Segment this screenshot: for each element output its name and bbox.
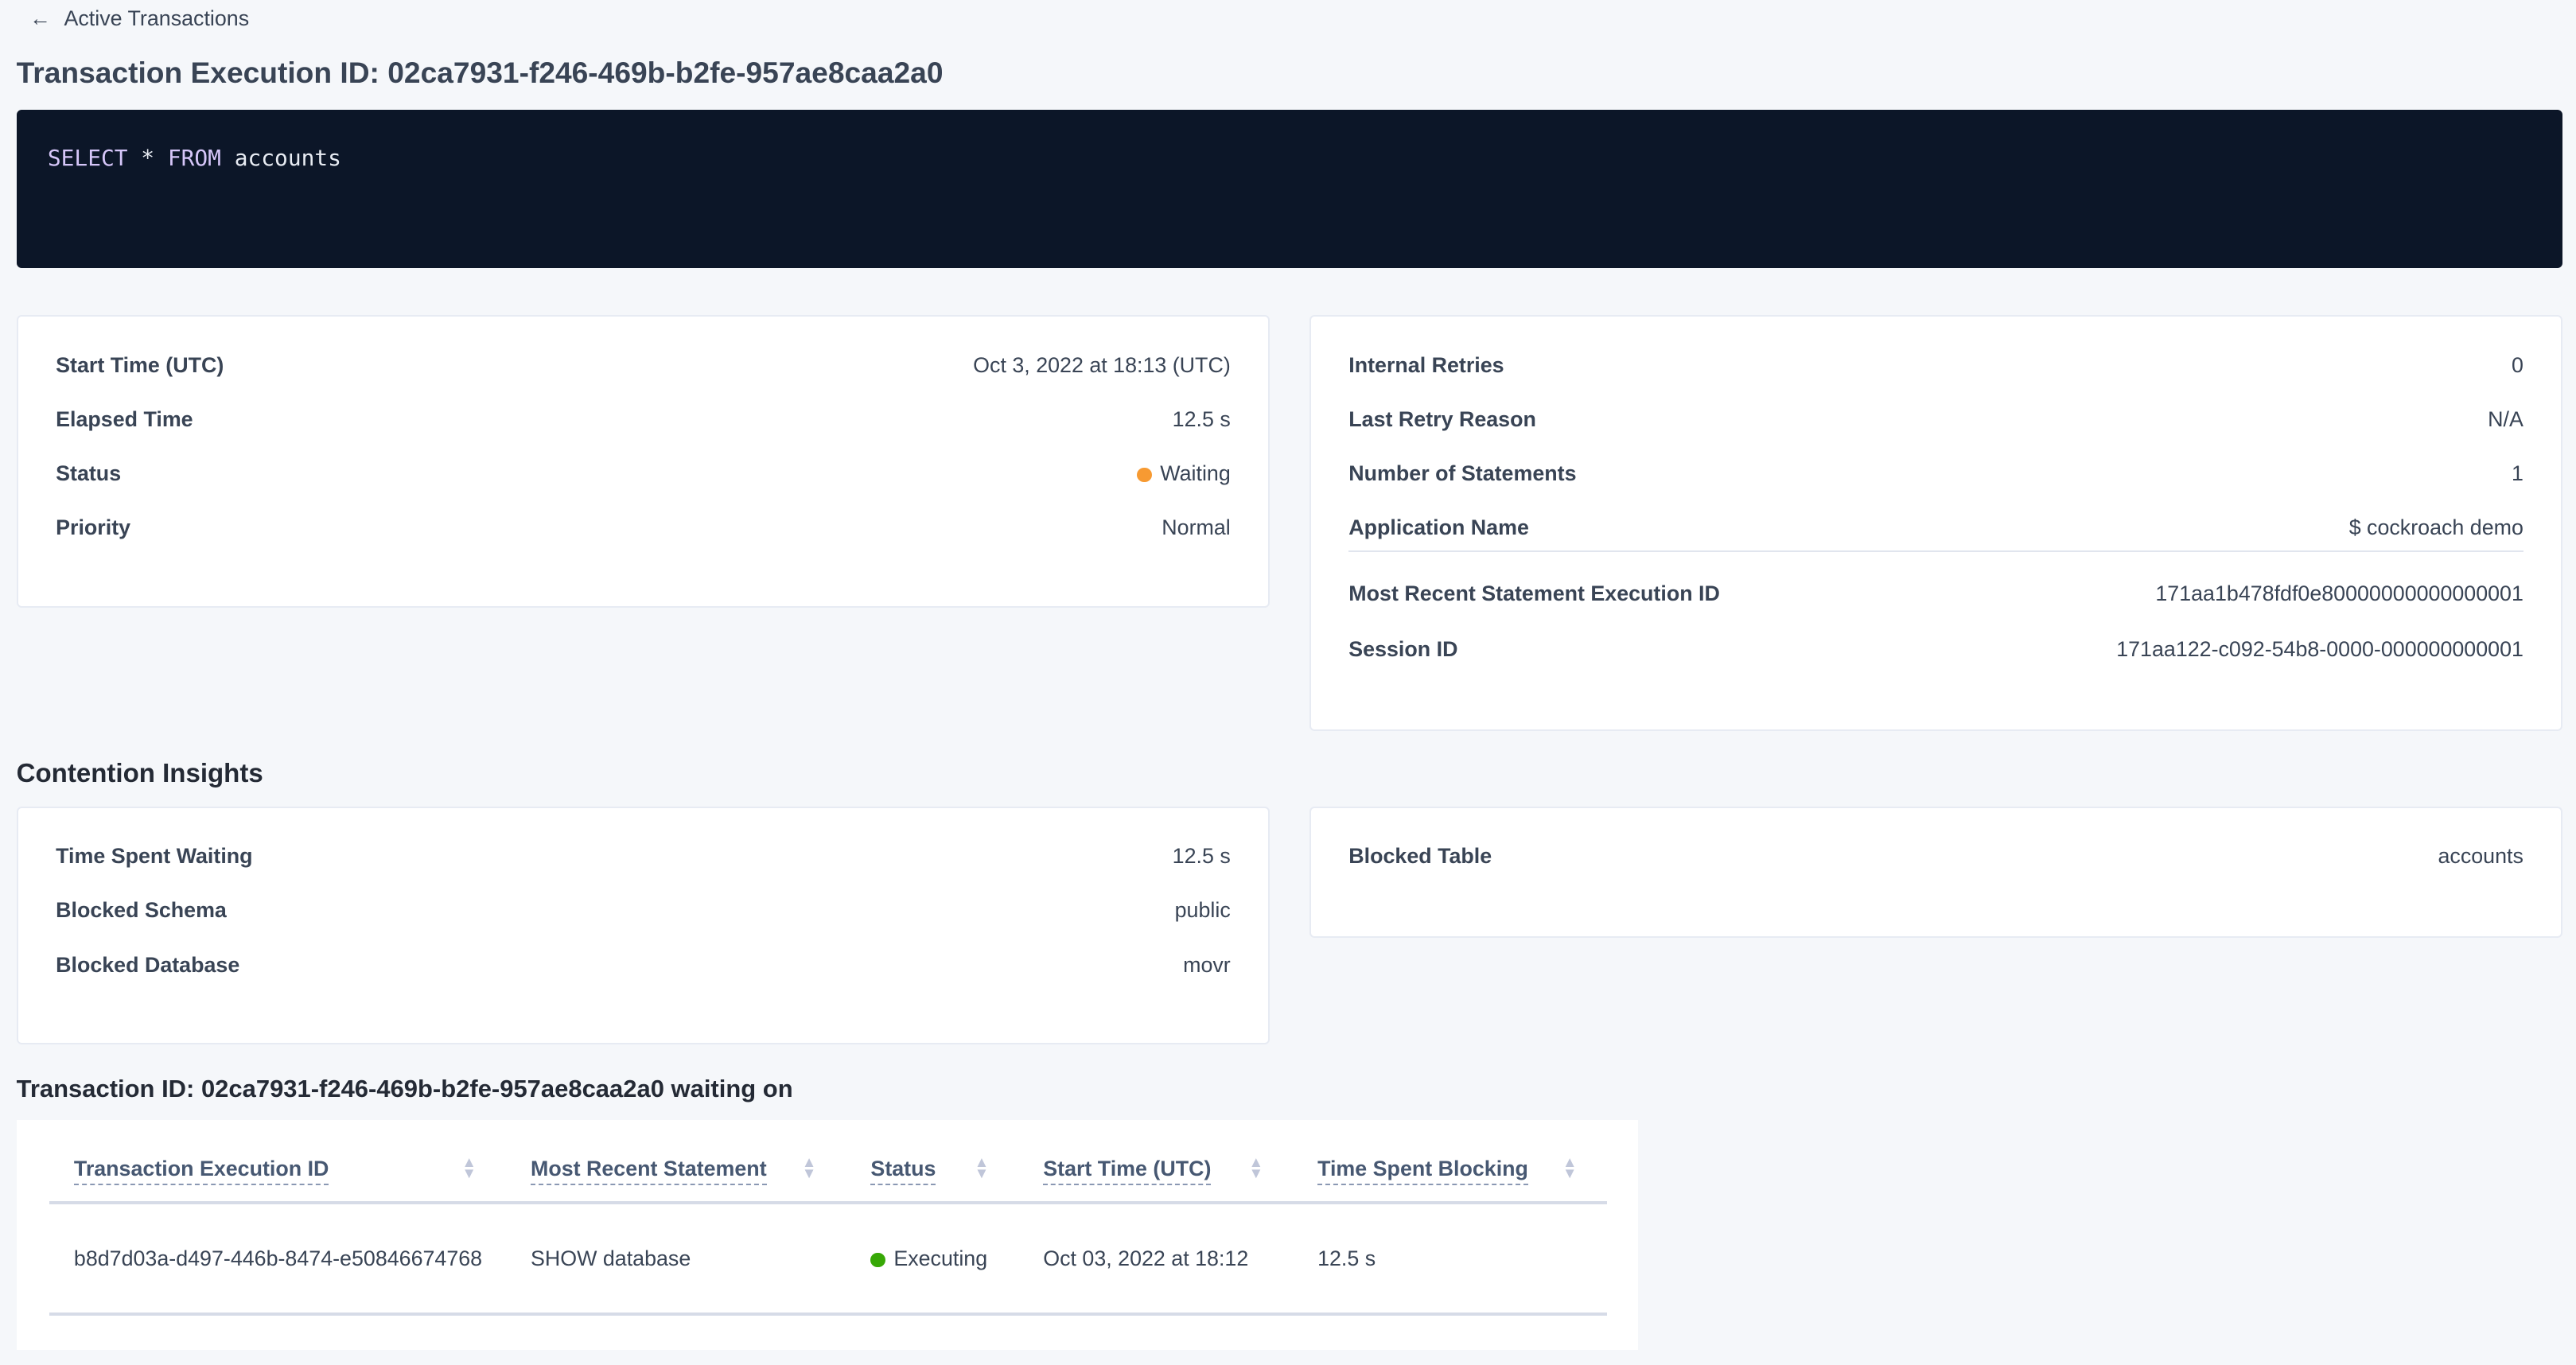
detail-row: Number of Statements 1 (1348, 461, 2523, 515)
detail-label: Last Retry Reason (1348, 407, 1536, 432)
sql-code-block: SELECT * FROM accounts (16, 110, 2563, 268)
detail-value: movr (1183, 952, 1231, 977)
cell-time-blocking: 12.5 s (1293, 1202, 1607, 1316)
detail-label: Number of Statements (1348, 461, 1577, 486)
detail-label: Internal Retries (1348, 352, 1504, 377)
contention-card-right: Blocked Table accounts (1309, 806, 2563, 939)
detail-value: 12.5 s (1172, 844, 1231, 869)
back-link[interactable]: ← Active Transactions (29, 6, 250, 31)
detail-row: Time Spent Waiting 12.5 s (56, 844, 1231, 898)
details-card-left: Start Time (UTC) Oct 3, 2022 at 18:13 (UT… (16, 315, 1270, 609)
detail-value: Oct 3, 2022 at 18:13 (UTC) (973, 352, 1231, 377)
detail-row: Start Time (UTC) Oct 3, 2022 at 18:13 (UT… (56, 353, 1231, 407)
detail-label: Blocked Table (1348, 844, 1492, 869)
detail-value: 1 (2511, 461, 2523, 486)
waiting-table: Transaction Execution ID ▲ ▼ Most Recent S… (49, 1120, 1607, 1316)
detail-row: Last Retry Reason N/A (1348, 407, 2523, 461)
detail-value: 0 (2511, 352, 2523, 377)
details-card-right: Internal Retries 0 Last Retry Reason N/A N… (1309, 315, 2563, 731)
status-text: Executing (893, 1246, 988, 1271)
detail-row: Application Name $ cockroach demo (1348, 515, 2523, 570)
table-row: b8d7d03a-d497-446b-8474-e50846674768 SHO… (49, 1202, 1607, 1316)
detail-value: N/A (2488, 407, 2523, 432)
sort-icon[interactable]: ▲ ▼ (461, 1153, 477, 1182)
cell-start-time: Oct 03, 2022 at 18:12 (1018, 1202, 1294, 1316)
detail-value: public (1174, 898, 1231, 923)
detail-value: $ cockroach demo (2348, 515, 2523, 540)
detail-row: Internal Retries 0 (1348, 353, 2523, 407)
column-header[interactable]: Transaction Execution ID ▲ ▼ (49, 1120, 506, 1204)
detail-label: Priority (56, 515, 131, 540)
arrow-left-icon: ← (29, 6, 51, 31)
detail-label: Time Spent Waiting (56, 844, 253, 869)
column-label: Most Recent Statement (530, 1156, 767, 1185)
detail-row: Most Recent Statement Execution ID 171aa1… (1348, 581, 2523, 637)
divider (1348, 550, 2523, 552)
page-title: Transaction Execution ID: 02ca7931-f246-… (16, 56, 944, 90)
cell-statement: SHOW database (506, 1202, 846, 1316)
contention-card-left: Time Spent Waiting 12.5 s Blocked Schema p… (16, 806, 1270, 1045)
sql-table: accounts (234, 144, 341, 171)
cell-execution-id: b8d7d03a-d497-446b-8474-e50846674768 (49, 1202, 506, 1316)
waiting-title: Transaction ID: 02ca7931-f246-469b-b2fe-… (16, 1074, 793, 1102)
detail-row: Blocked Schema public (56, 898, 1231, 952)
detail-row: Elapsed Time 12.5 s (56, 407, 1231, 461)
column-header[interactable]: Time Spent Blocking ▲ ▼ (1293, 1120, 1607, 1204)
detail-label: Session ID (1348, 637, 1458, 662)
column-label: Start Time (UTC) (1043, 1156, 1212, 1185)
status-dot-icon (1137, 467, 1152, 483)
detail-label: Blocked Database (56, 952, 240, 977)
sql-keyword: SELECT (47, 144, 128, 171)
detail-row: Session ID 171aa122-c092-54b8-0000-000000… (1348, 637, 2523, 691)
detail-value: Normal (1162, 515, 1231, 540)
detail-row: Status Waiting (56, 461, 1231, 515)
column-header[interactable]: Start Time (UTC) ▲ ▼ (1018, 1120, 1294, 1204)
detail-row: Blocked Database movr (56, 953, 1231, 1007)
detail-label: Application Name (1348, 515, 1529, 540)
column-label: Transaction Execution ID (73, 1156, 329, 1185)
sort-icon[interactable]: ▲ ▼ (801, 1153, 817, 1182)
cell-status: Executing (846, 1202, 1019, 1316)
contention-title: Contention Insights (16, 759, 263, 789)
detail-row: Blocked Table accounts (1348, 844, 2523, 898)
sort-icon[interactable]: ▲ ▼ (1562, 1153, 1578, 1182)
statement-execution-id-link[interactable]: 171aa1b478fdf0e80000000000000001 (2155, 581, 2523, 605)
detail-value: accounts (2438, 844, 2523, 869)
detail-label: Status (56, 461, 122, 486)
status-text: Waiting (1160, 461, 1231, 486)
detail-label: Blocked Schema (56, 898, 227, 923)
status-dot-icon (870, 1252, 885, 1268)
sort-icon[interactable]: ▲ ▼ (1248, 1153, 1263, 1182)
column-header[interactable]: Most Recent Statement ▲ ▼ (506, 1120, 846, 1204)
column-label: Status (870, 1156, 936, 1185)
detail-value: 12.5 s (1172, 407, 1231, 432)
session-id-link[interactable]: 171aa122-c092-54b8-0000-000000000001 (2116, 637, 2523, 662)
sort-icon[interactable]: ▲ ▼ (974, 1153, 990, 1182)
detail-label: Start Time (UTC) (56, 352, 224, 377)
waiting-table-card: Transaction Execution ID ▲ ▼ Most Recent S… (16, 1120, 1638, 1351)
detail-label: Most Recent Statement Execution ID (1348, 581, 1720, 605)
status-badge: Waiting (1137, 461, 1231, 486)
column-label: Time Spent Blocking (1317, 1156, 1528, 1185)
sql-keyword: FROM (167, 144, 221, 171)
detail-row: Priority Normal (56, 515, 1231, 570)
sql-star: * (141, 144, 155, 171)
detail-label: Elapsed Time (56, 407, 193, 432)
column-header[interactable]: Status ▲ ▼ (846, 1120, 1019, 1204)
